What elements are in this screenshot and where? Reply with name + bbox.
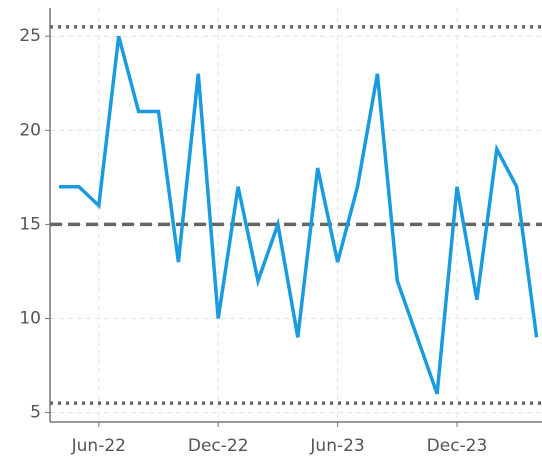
x-tick-label: Jun-23: [309, 436, 364, 456]
y-tick-label: 15: [19, 214, 41, 234]
y-tick-label: 25: [19, 26, 41, 46]
x-tick-label: Dec-22: [188, 436, 249, 456]
y-tick-label: 20: [19, 120, 41, 140]
data-line: [59, 35, 539, 395]
x-tick-label: Dec-23: [427, 436, 488, 456]
y-tick-label: 10: [19, 309, 41, 329]
y-tick-label: 5: [30, 403, 41, 423]
x-tick-label: Jun-22: [71, 436, 126, 456]
